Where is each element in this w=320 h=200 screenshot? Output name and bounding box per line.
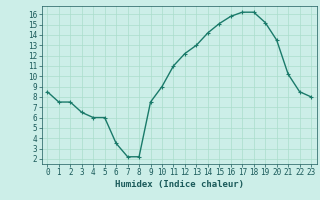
X-axis label: Humidex (Indice chaleur): Humidex (Indice chaleur): [115, 180, 244, 189]
